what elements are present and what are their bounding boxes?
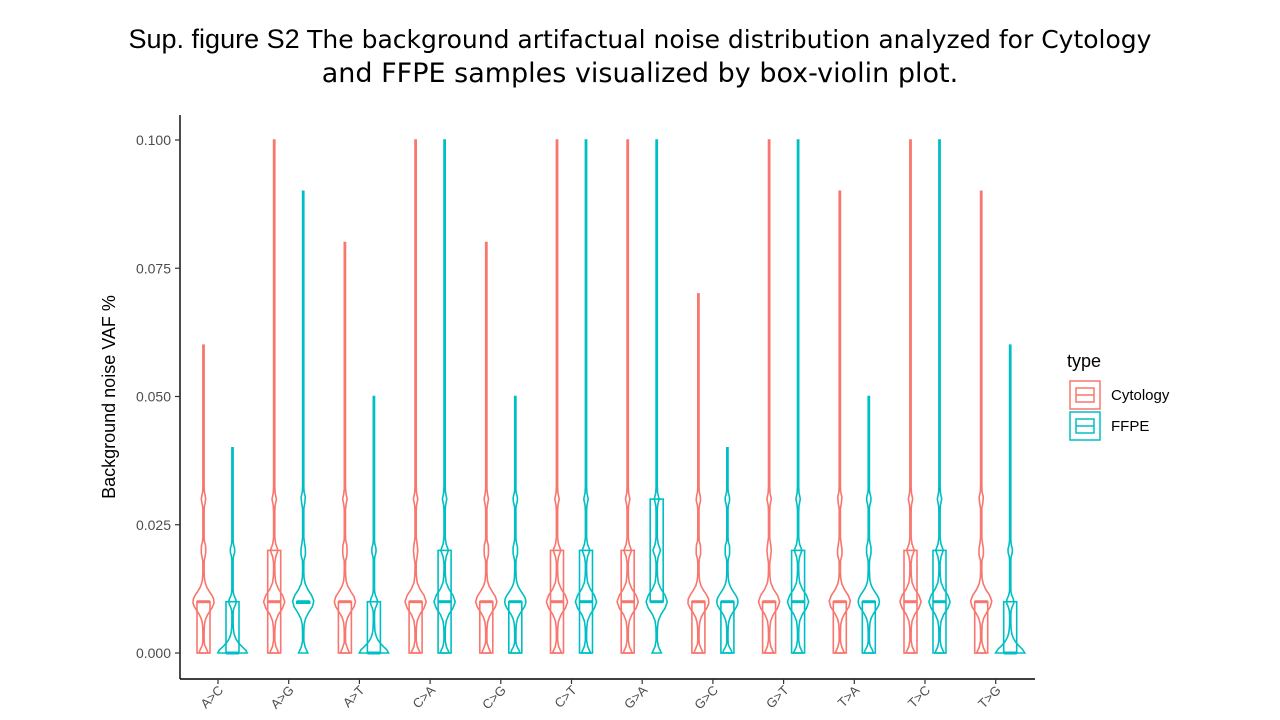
box-cytology-4 bbox=[478, 600, 494, 654]
violin-cytology-3 bbox=[404, 139, 428, 654]
violin-cytology-4 bbox=[474, 241, 498, 654]
box-ffpe-9 bbox=[861, 600, 877, 654]
violin-ffpe-11 bbox=[994, 344, 1027, 654]
box-cytology-9 bbox=[832, 600, 848, 654]
title-line-1: Sup. figure S2 The background artifactua… bbox=[0, 22, 1280, 57]
box-cytology-0 bbox=[196, 600, 211, 654]
legend-ffpe-label: FFPE bbox=[1111, 418, 1149, 435]
violin-cytology-2 bbox=[333, 241, 357, 654]
x-tick-label-6: G>A bbox=[621, 682, 650, 711]
legend: type Cytology FFPE bbox=[1067, 351, 1170, 441]
y-tick-label-4: 0.100 bbox=[136, 132, 171, 148]
x-tick-label-5: C>T bbox=[551, 682, 579, 710]
y-tick-label-0: 0.000 bbox=[136, 645, 171, 661]
title-line-2: and FFPE samples visualized by box-violi… bbox=[321, 58, 959, 89]
legend-title: type bbox=[1067, 351, 1101, 371]
box-ffpe-7 bbox=[720, 600, 735, 654]
violin-ffpe-1 bbox=[291, 190, 315, 654]
violin-ffpe-3 bbox=[433, 139, 457, 654]
x-tick-label-1: A>G bbox=[268, 683, 297, 712]
x-tick-label-2: A>T bbox=[340, 682, 368, 710]
violin-cytology-10 bbox=[899, 139, 922, 654]
violin-cytology-11 bbox=[969, 190, 993, 654]
x-tick-label-10: T>C bbox=[905, 683, 933, 711]
title-text-1: The background artifactual noise distrib… bbox=[307, 25, 1152, 54]
box-cytology-11 bbox=[973, 600, 989, 654]
violin-cytology-5 bbox=[545, 139, 569, 654]
violin-cytology-0 bbox=[192, 344, 215, 654]
figure-label: Sup. figure S2 bbox=[128, 24, 300, 54]
violin-cytology-1 bbox=[262, 139, 286, 654]
violin-ffpe-10 bbox=[928, 139, 951, 654]
violin-cytology-8 bbox=[757, 139, 781, 654]
violin-cytology-6 bbox=[616, 139, 640, 654]
plot-area bbox=[192, 139, 1027, 655]
x-tick-label-9: T>A bbox=[835, 682, 863, 710]
violin-cytology-9 bbox=[828, 190, 852, 654]
box-cytology-8 bbox=[761, 600, 777, 654]
box-cytology-3 bbox=[408, 600, 423, 654]
y-tick-label-3: 0.075 bbox=[136, 260, 171, 276]
y-axis-label: Background noise VAF % bbox=[99, 295, 119, 499]
y-tick-label-1: 0.025 bbox=[136, 517, 171, 533]
box-cytology-2 bbox=[337, 600, 353, 654]
x-tick-label-11: T>G bbox=[975, 683, 1004, 712]
violin-cytology-7 bbox=[687, 293, 710, 654]
x-tick-label-4: C>G bbox=[479, 683, 509, 713]
x-tick-label-0: A>C bbox=[197, 683, 226, 712]
violin-ffpe-6 bbox=[645, 139, 669, 654]
box-ffpe-4 bbox=[507, 600, 523, 654]
box-cytology-7 bbox=[691, 600, 706, 654]
y-tick-label-2: 0.050 bbox=[136, 389, 171, 405]
x-tick-label-8: G>T bbox=[763, 682, 792, 711]
violin-ffpe-9 bbox=[857, 395, 881, 654]
figure-title: Sup. figure S2 The background artifactua… bbox=[0, 22, 1280, 91]
x-tick-label-7: G>C bbox=[691, 683, 721, 713]
x-tick-label-3: C>A bbox=[409, 682, 438, 711]
violin-ffpe-2 bbox=[357, 395, 390, 654]
violin-ffpe-5 bbox=[574, 139, 598, 654]
violin-ffpe-7 bbox=[715, 447, 739, 654]
violin-ffpe-4 bbox=[503, 395, 527, 654]
legend-cytology-label: Cytology bbox=[1111, 387, 1170, 404]
violin-ffpe-8 bbox=[786, 139, 810, 654]
violin-ffpe-0 bbox=[216, 447, 249, 654]
